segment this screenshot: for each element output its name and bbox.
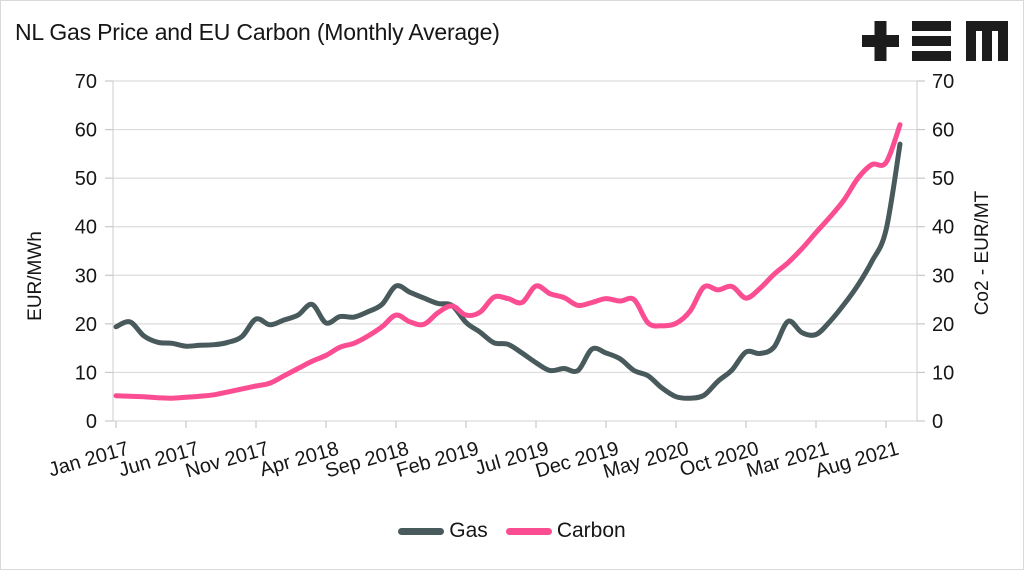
y-right-tick-label: 30 — [932, 265, 954, 287]
legend-item-gas: Gas — [398, 519, 488, 543]
y-right-tick-label: 10 — [932, 362, 954, 384]
y-right-tick-label: 20 — [932, 314, 954, 336]
y-right-tick-label: 0 — [932, 411, 943, 433]
carbon-line-swatch — [505, 527, 552, 535]
gas-line-swatch — [398, 527, 445, 535]
y-left-tick-label: 60 — [75, 120, 97, 142]
chart-legend: Gas Carbon — [1, 519, 1023, 543]
y-right-tick-label: 70 — [932, 71, 954, 93]
y-right-axis-title: Co2 - EUR/MT — [972, 190, 993, 315]
y-right-tick-label: 50 — [932, 168, 954, 190]
y-left-tick-label: 70 — [75, 71, 97, 93]
carbon-line — [113, 122, 903, 401]
y-left-axis-title: EUR/MWh — [25, 231, 46, 321]
y-left-tick-label: 40 — [75, 217, 97, 239]
legend-label-gas: Gas — [449, 519, 488, 542]
y-right-tick-label: 60 — [932, 120, 954, 142]
y-right-tick-label: 40 — [932, 217, 954, 239]
y-left-tick-label: 0 — [86, 411, 97, 433]
chart-title: NL Gas Price and EU Carbon (Monthly Aver… — [15, 19, 500, 45]
legend-item-carbon: Carbon — [505, 519, 626, 543]
legend-label-carbon: Carbon — [556, 519, 626, 542]
tem-logo-icon — [862, 21, 1008, 61]
gas-line — [113, 141, 903, 401]
y-left-tick-label: 30 — [75, 265, 97, 287]
y-left-tick-label: 10 — [75, 362, 97, 384]
y-left-tick-label: 50 — [75, 168, 97, 190]
y-left-tick-label: 20 — [75, 314, 97, 336]
